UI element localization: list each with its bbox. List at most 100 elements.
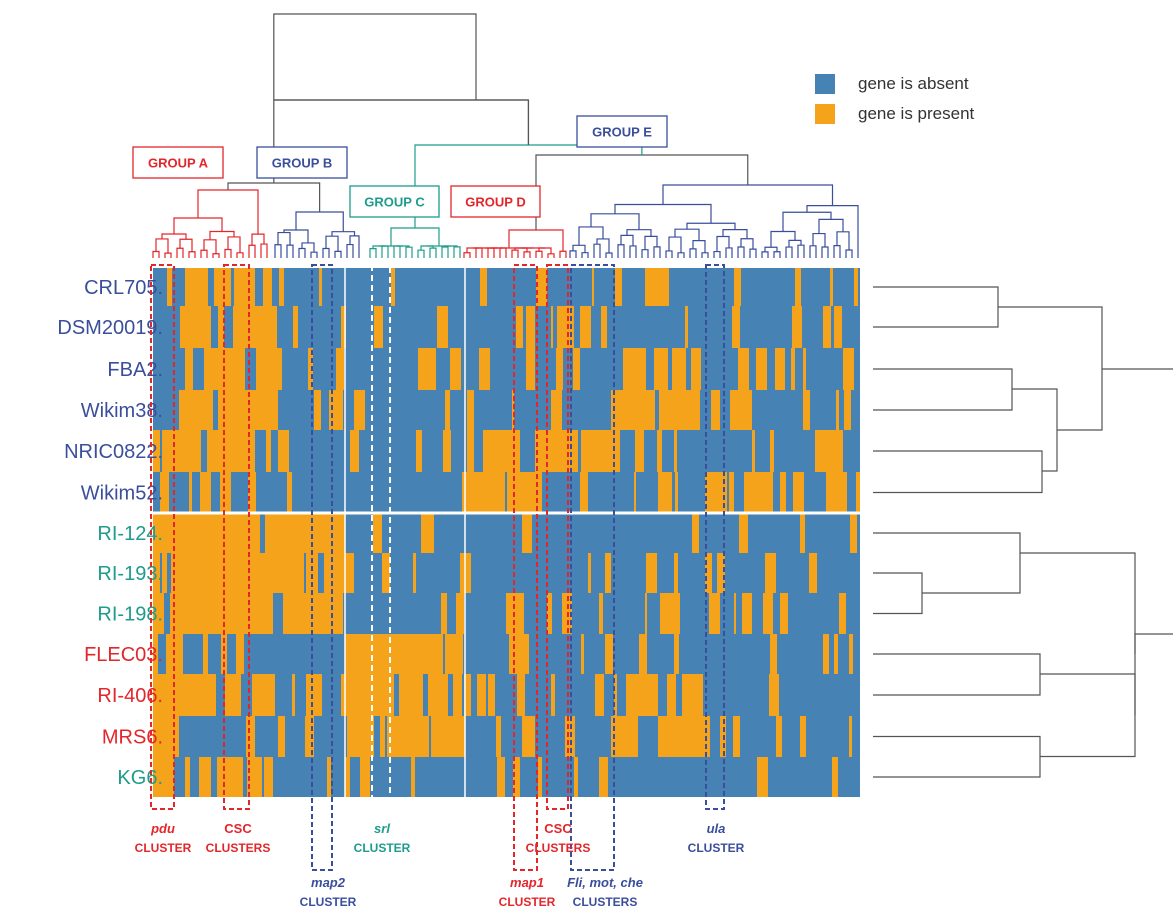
heatmap-cell-present — [434, 634, 443, 674]
column-dendrogram-link — [310, 251, 318, 258]
heatmap-cell-present — [258, 306, 261, 348]
heatmap-cell-present — [467, 430, 470, 472]
heatmap-cell-present — [462, 472, 465, 513]
heatmap-cell-present — [308, 348, 313, 390]
column-dendrogram-link — [405, 246, 413, 258]
heatmap-cell-present — [347, 716, 350, 757]
heatmap-cell-present — [626, 674, 634, 716]
column-dendrogram-link — [581, 252, 589, 258]
heatmap-cell-present — [387, 634, 392, 674]
column-dendrogram-link — [251, 233, 265, 246]
heatmap-cell-present — [268, 674, 275, 716]
column-dendrogram-link — [248, 244, 256, 258]
column-dendrogram-link — [155, 238, 169, 254]
heatmap-cell-present — [709, 593, 720, 634]
heatmap — [153, 268, 860, 797]
heatmap-cell-present — [186, 674, 196, 716]
heatmap-cell-present — [201, 593, 203, 634]
heatmap-cell-present — [426, 634, 430, 674]
heatmap-cell-present — [382, 553, 390, 593]
heatmap-cell-present — [217, 757, 226, 797]
heatmap-cell-present — [255, 757, 260, 797]
heatmap-cell-present — [250, 553, 253, 593]
column-dendrogram-link — [770, 230, 796, 248]
heatmap-cell-present — [713, 472, 716, 513]
heatmap-cell-present — [599, 593, 603, 634]
heatmap-cell-present — [705, 472, 713, 513]
column-dendrogram-link — [188, 251, 196, 258]
heatmap-cell-present — [428, 674, 433, 716]
heatmap-cell-present — [266, 430, 271, 472]
heatmap-cell-present — [516, 306, 523, 348]
row-dendrogram-root — [1134, 633, 1173, 654]
heatmap-cell-present — [498, 430, 507, 472]
row-label: FBA2. — [107, 359, 163, 381]
column-dendrogram-link — [209, 230, 235, 240]
heatmap-cell-present — [224, 430, 227, 472]
column-dendrogram-link — [466, 247, 479, 253]
column-dendrogram-link — [689, 248, 697, 258]
column-dendrogram-link — [176, 247, 184, 258]
heatmap-cell-present — [334, 390, 343, 430]
heatmap-cell-present — [194, 513, 202, 553]
column-dendrogram-link — [417, 249, 425, 258]
heatmap-cell-present — [326, 593, 335, 634]
heatmap-cell-present — [180, 306, 189, 348]
heatmap-cell-present — [765, 553, 776, 593]
heatmap-cell-present — [191, 348, 193, 390]
heatmap-cell-present — [657, 430, 662, 472]
heatmap-cell-present — [651, 268, 662, 306]
heatmap-cell-present — [246, 716, 255, 757]
column-dendrogram-link — [662, 184, 834, 206]
heatmap-cell-present — [265, 674, 268, 716]
heatmap-cell-present — [601, 306, 607, 348]
column-dendrogram-link — [349, 235, 360, 258]
heatmap-cell-present — [221, 268, 231, 306]
heatmap-cell-present — [674, 430, 677, 472]
heatmap-cell-present — [667, 674, 673, 716]
heatmap-cell-present — [230, 553, 240, 593]
heatmap-cell-present — [196, 430, 201, 472]
heatmap-cell-present — [437, 306, 448, 348]
heatmap-cell-present — [203, 634, 208, 674]
group-label: GROUP B — [272, 156, 332, 171]
cluster-box — [570, 264, 615, 871]
row-dendrogram-link — [873, 450, 1043, 494]
column-dendrogram-link — [260, 243, 268, 258]
heatmap-cell-present — [593, 430, 600, 472]
heatmap-cell-present — [464, 674, 471, 716]
heatmap-cell-present — [207, 674, 210, 716]
heatmap-cell-present — [325, 513, 332, 553]
heatmap-cell-present — [202, 513, 205, 553]
legend-swatch — [815, 74, 835, 94]
heatmap-cell-present — [230, 674, 241, 716]
heatmap-cell-present — [690, 716, 699, 757]
heatmap-cell-present — [318, 513, 325, 553]
column-dendrogram-link — [535, 154, 749, 230]
heatmap-cell-present — [526, 306, 535, 348]
group-label-box — [450, 185, 541, 218]
heatmap-cell-present — [210, 430, 213, 472]
row-label: RI-198. — [97, 604, 163, 626]
heatmap-cell-present — [522, 513, 532, 553]
heatmap-cell-present — [356, 634, 358, 674]
heatmap-cell-present — [739, 513, 742, 553]
heatmap-cell-present — [373, 513, 382, 553]
column-dendrogram-link — [523, 251, 531, 258]
column-dendrogram-link — [674, 228, 700, 241]
column-dendrogram-link — [298, 247, 306, 258]
group-label: GROUP E — [592, 125, 652, 140]
heatmap-cell-present — [528, 472, 530, 513]
heatmap-cell-present — [557, 306, 561, 348]
heatmap-cell-present — [611, 390, 621, 430]
cluster-name: pdu — [150, 821, 175, 836]
heatmap-cell-present — [391, 268, 395, 306]
heatmap-cell-present — [678, 390, 680, 430]
cluster-name: ula — [707, 821, 726, 836]
heatmap-cell-present — [241, 593, 248, 634]
row-dendrogram-link — [873, 286, 999, 328]
column-dendrogram-link — [295, 211, 344, 232]
group-label-box — [349, 185, 440, 218]
heatmap-cell-present — [239, 306, 243, 348]
row-dendrogram-link — [873, 735, 1041, 778]
